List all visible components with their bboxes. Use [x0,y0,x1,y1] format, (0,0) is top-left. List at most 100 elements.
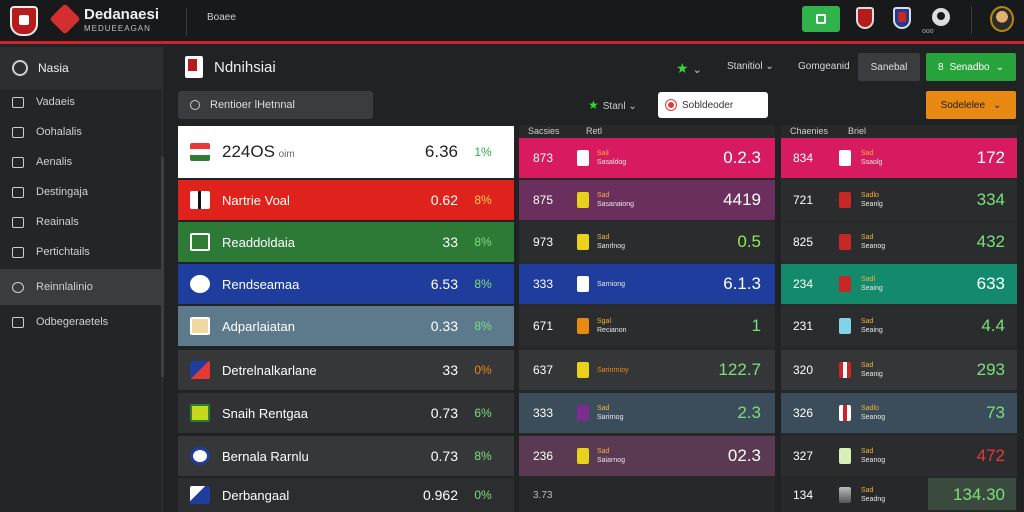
stat-row[interactable]: 134 Sad Seadng 134.30 [781,478,1017,512]
star-filter[interactable]: ★ Stanl ⌄ [588,98,637,112]
stat-row[interactable]: 231 Sad Seaing 4.4 [781,306,1017,346]
stat-row[interactable]: 327 Sad Seanog 472 [781,436,1017,476]
stat-row[interactable]: 825 Sad Seanog 432 [781,222,1017,262]
flag-icon [190,233,210,251]
match-code: 637 [533,363,554,377]
diamond-logo-icon [49,3,81,35]
sidebar-item-active[interactable]: Reinnlalinio [0,269,163,305]
match-row[interactable]: 671 Sgal Recianon 1 [519,306,775,346]
match-row[interactable]: 3.73 [519,478,775,512]
dropdown-filter-1[interactable]: Stanitiol ⌄ [727,61,774,72]
stat-info-bottom: Seanlg [861,201,883,208]
square-icon [816,14,826,24]
stat-code: 234 [793,277,814,291]
match-row[interactable]: 973 Sad Sanrlnog 0.5 [519,222,775,262]
column-header: Sacsies [528,126,560,136]
chevron-down-icon: ⌄ [765,61,774,72]
match-row[interactable]: 873 Sail Sasaldog 0.2.3 [519,138,775,178]
scrollbar[interactable] [161,157,164,377]
shield-red-icon[interactable] [856,7,874,29]
table-row[interactable]: Derbangaal 0.962 0% [178,478,514,512]
row-percent: 8% [474,277,492,291]
match-row[interactable]: 875 Sad Sasanaiong 4419 [519,180,775,220]
match-info-top: Sail [597,150,609,157]
secondary-button[interactable]: Sanebal [858,53,920,81]
match-info-bottom: Sarinrnioy [597,366,629,374]
avatar[interactable] [990,6,1014,32]
folder-icon [12,186,24,198]
stat-row[interactable]: 234 Sadl Seaing 633 [781,264,1017,304]
match-row[interactable]: 236 Sad Saiarnog 02.3 [519,436,775,476]
row-percent: 6% [474,406,492,420]
table-row[interactable]: Nartrie Voal 0.62 8% [178,180,514,220]
primary-dropdown-button[interactable]: 8 Senadbo ⌄ [926,53,1016,81]
match-info: Sad Sasanaiong [597,191,705,209]
table-row[interactable]: Detrelnalkarlane 33 0% [178,350,514,390]
kit-icon [577,150,589,166]
kit-icon [577,448,589,464]
table-row[interactable]: Rendseamaa 6.53 8% [178,264,514,304]
flag-icon [190,404,210,422]
team-name-main: 224OS [222,142,275,161]
sidebar-item-label: Reinnlalinio [36,281,93,293]
row-value: 0.33 [430,318,458,334]
stat-row[interactable]: 320 Sad Seanig 293 [781,350,1017,390]
stat-info-bottom: Seadng [861,496,886,503]
user-icon[interactable] [932,8,950,26]
file-icon [12,126,24,138]
table-row[interactable]: Readdoldaia 33 8% [178,222,514,262]
club-logo-icon[interactable] [10,6,38,36]
match-code: 873 [533,151,554,165]
sidebar-header[interactable]: Nasia [0,47,163,89]
match-row[interactable]: 333 Sarniong 6.1.3 [519,264,775,304]
sidebar-item[interactable]: Pertichtails [0,237,163,267]
selector-pill[interactable]: Sobldeoder [658,92,768,118]
highlight-cell [928,478,1016,510]
stat-row[interactable]: 326 Sadlo Seanog 73 [781,393,1017,433]
match-info-bottom: Sanrlnog [597,243,626,250]
table-row[interactable]: Bernala Rarnlu 0.73 8% [178,436,514,476]
stat-code: 721 [793,193,814,207]
kit-icon [839,150,851,166]
team-name: Nartrie Voal [222,192,290,208]
sidebar-item[interactable]: Destingaja [0,177,163,207]
stat-info-top: Sadlo [861,192,879,199]
table-row[interactable]: Adparlaiatan 0.33 8% [178,306,514,346]
match-row[interactable]: 637 Sarinrnioy 122.7 [519,350,775,390]
sidebar-item[interactable]: Reainals [0,207,163,237]
match-row[interactable]: 333 Sad Sarirnog 2.3 [519,393,775,433]
stat-row[interactable]: 834 Sad Ssaolg 172 [781,138,1017,178]
match-info-bottom: Sarirnog [597,414,624,421]
sidebar-item-label: Oohalalis [36,126,82,138]
brand-title: Dedanaesi [84,6,160,23]
row-percent: 8% [474,449,492,463]
sidebar-item[interactable]: Aenalis [0,147,163,177]
sidebar-item[interactable]: Odbegeraetels [0,307,163,337]
star-icon: ★ [676,60,689,76]
top-action-button[interactable] [802,6,840,32]
match-info-bottom: Sasaldog [597,159,627,166]
sidebar-item-label: Aenalis [36,156,73,168]
stat-code: 834 [793,151,814,165]
match-info: Sad Saiarnog [597,447,705,465]
table-row[interactable]: 224OS oim 6.36 1% [178,126,514,178]
stat-code: 134 [793,488,814,502]
kit-icon [839,405,851,421]
favorites-filter[interactable]: ★ ⌄ [676,60,702,77]
sidebar-item[interactable]: Vadaeis [0,87,163,117]
dropdown-filter-2[interactable]: Gomgeanid [798,61,850,72]
orange-dropdown-button[interactable]: Sodelelee ⌄ [926,91,1016,119]
stat-code: 231 [793,319,814,333]
top-nav-link[interactable]: Boaee [207,12,236,23]
row-percent: 0% [474,363,492,377]
stat-code: 326 [793,406,814,420]
sidebar-item[interactable]: Oohalalis [0,117,163,147]
search-input[interactable]: Rentioer lHetnnal [178,91,373,119]
shield-blue-icon[interactable] [893,7,911,29]
match-info-bottom: Recianon [597,327,627,334]
team-name: Snaih Rentgaa [222,405,309,421]
column-header: Briel [848,126,867,136]
chevron-down-icon: ⌄ [692,64,702,76]
table-row[interactable]: Snaih Rentgaa 0.73 6% [178,393,514,433]
stat-row[interactable]: 721 Sadlo Seanlg 334 [781,180,1017,220]
